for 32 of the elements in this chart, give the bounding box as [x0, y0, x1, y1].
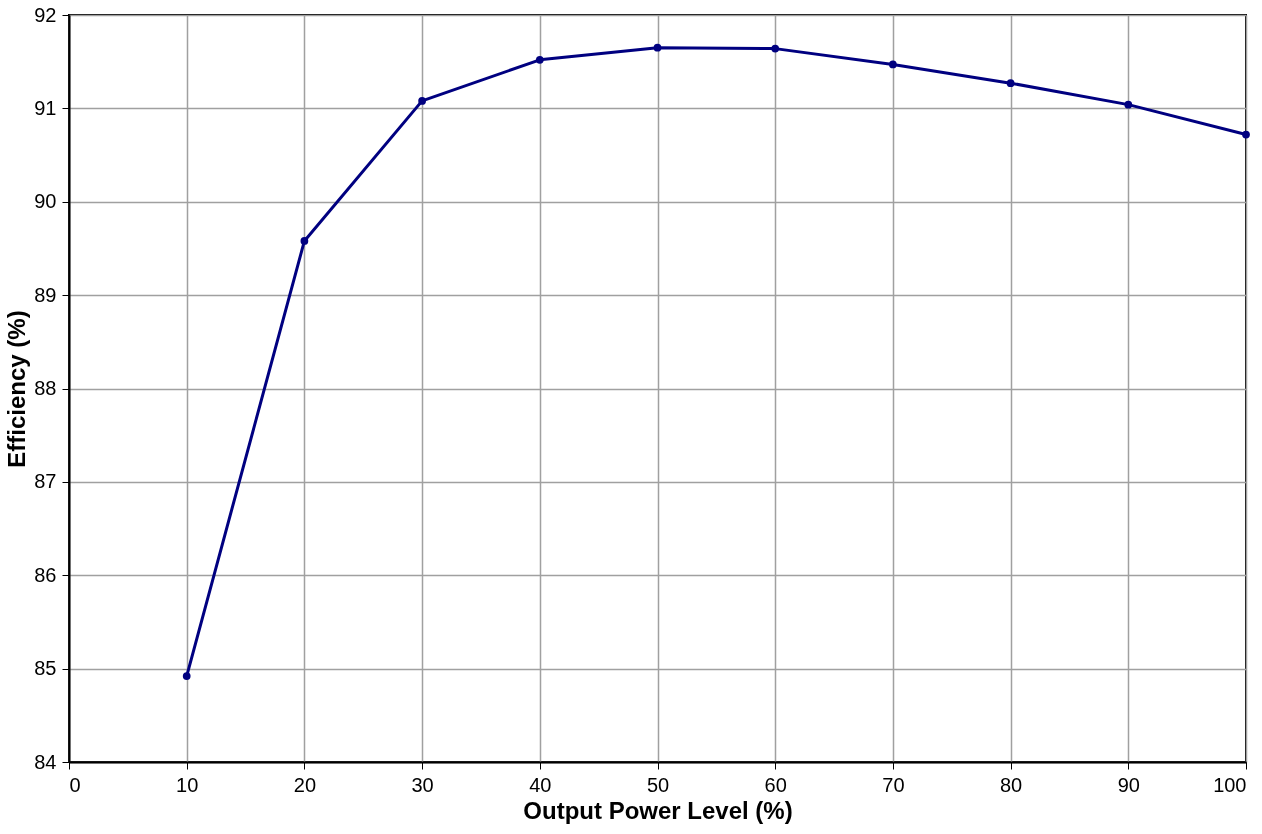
- x-tick-label: 10: [176, 773, 199, 796]
- point: [771, 44, 780, 53]
- y-tick-label: 89: [34, 283, 57, 306]
- x-tick-label: 60: [764, 773, 787, 796]
- point: [1124, 100, 1133, 109]
- point: [300, 237, 309, 245]
- x-tick-label: 70: [882, 773, 905, 796]
- point: [1006, 79, 1015, 88]
- point: [653, 43, 662, 52]
- point: [182, 672, 191, 680]
- y-tick-label: 84: [34, 750, 57, 773]
- x-tick-label: 50: [646, 773, 670, 796]
- x-tick-label: 0: [69, 773, 81, 796]
- y-tick-label: 87: [34, 470, 57, 493]
- y-axis-title: Efficiency (%): [3, 310, 31, 468]
- x-tick-label: 90: [1117, 773, 1140, 796]
- y-tick-label: 91: [34, 96, 57, 119]
- y-tick-label: 88: [34, 377, 57, 399]
- x-tick-label: 100: [1213, 773, 1247, 796]
- y-tick-label: 85: [34, 657, 57, 680]
- point: [1242, 130, 1250, 139]
- point: [889, 60, 897, 69]
- y-tick-label: 86: [34, 563, 57, 586]
- x-tick-label: 40: [529, 773, 552, 796]
- x-tick-label: 30: [411, 773, 434, 796]
- y-tick-label: 92: [34, 3, 57, 26]
- x-tick-label: 80: [999, 773, 1023, 796]
- point: [418, 97, 426, 105]
- point: [535, 55, 544, 64]
- x-axis-title: Output Power Level (%): [523, 796, 793, 824]
- x-tick-label: 20: [293, 773, 317, 796]
- y-tick-label: 90: [34, 190, 57, 213]
